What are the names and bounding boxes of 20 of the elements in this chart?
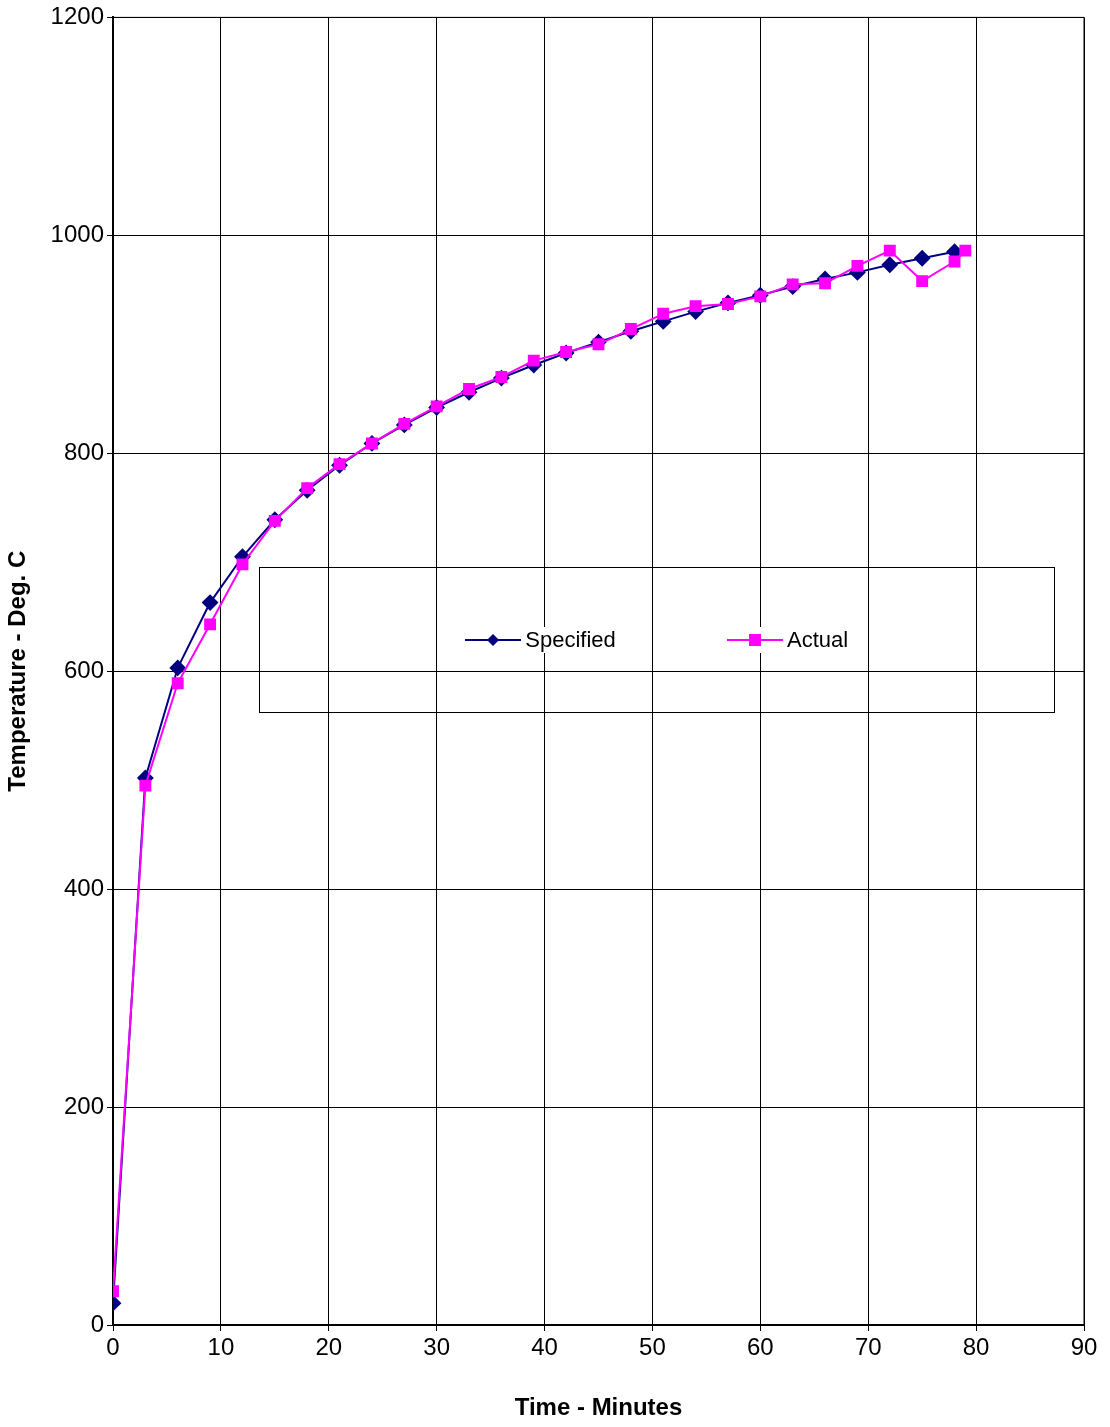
y-tick-label: 1200: [50, 2, 104, 30]
x-tick-label: 80: [962, 1333, 990, 1361]
x-tick-label: 90: [1070, 1333, 1098, 1361]
x-axis-title: Time - Minutes: [514, 1393, 683, 1421]
x-tick-label: 40: [531, 1333, 558, 1361]
x-tick-label: 30: [423, 1333, 451, 1361]
y-axis-title: Temperature - Deg. C: [3, 550, 31, 792]
x-tick-label: 20: [315, 1333, 343, 1361]
x-tick-label: 60: [746, 1333, 774, 1361]
y-tick-label: 1000: [50, 219, 104, 247]
y-tick-label: 0: [90, 1309, 104, 1337]
y-tick-label: 600: [63, 655, 104, 683]
y-tick-label: 200: [63, 1091, 104, 1119]
y-tick-label: 400: [63, 873, 104, 901]
legend-label: Actual: [787, 626, 849, 653]
x-tick-label: 70: [854, 1333, 882, 1361]
legend-label: Specified: [525, 626, 616, 653]
x-tick-label: 10: [207, 1333, 235, 1361]
y-tick-label: 800: [63, 437, 104, 465]
x-tick-label: 50: [639, 1333, 666, 1361]
